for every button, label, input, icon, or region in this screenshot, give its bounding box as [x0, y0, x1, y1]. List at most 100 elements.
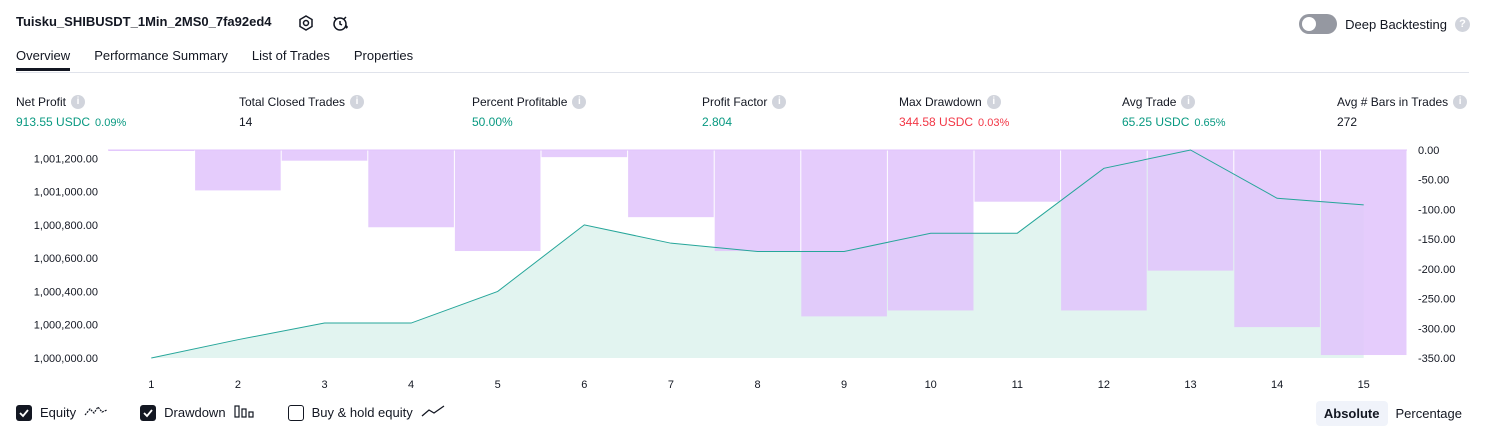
metric-value: 14 [239, 115, 253, 129]
y-left-tick-label: 1,000,800.00 [34, 220, 98, 232]
drawdown-checkbox[interactable] [140, 404, 157, 421]
metric-value: 913.55 USDC [16, 115, 91, 129]
info-icon[interactable]: i [772, 95, 787, 109]
y-right-tick-label: -200.00 [1418, 264, 1455, 276]
help-icon[interactable]: ? [1455, 16, 1470, 32]
metric-label: Total Closed Trades [239, 95, 346, 109]
y-left-tick-label: 1,001,200.00 [34, 153, 98, 165]
drawdown-label: Drawdown [164, 405, 226, 420]
metric-avg-bars-in-trades: Avg # Bars in Trades i 272 [1337, 95, 1468, 129]
x-tick-label: 11 [1012, 379, 1023, 391]
y-left-tick-label: 1,000,600.00 [34, 253, 98, 265]
info-icon[interactable]: i [350, 95, 365, 109]
metric-total-closed-trades: Total Closed Trades i 14 [239, 95, 365, 129]
metric-value: 272 [1337, 115, 1358, 129]
metric-avg-trade: Avg Trade i 65.25 USDC 0.65% [1122, 95, 1226, 129]
x-tick-label: 13 [1184, 379, 1196, 391]
info-icon[interactable]: i [572, 95, 587, 109]
x-tick-label: 10 [925, 379, 937, 391]
info-icon[interactable]: i [1453, 95, 1468, 109]
drawdown-bar [974, 150, 1061, 202]
x-tick-label: 2 [235, 379, 241, 391]
buy-hold-checkbox[interactable] [287, 404, 304, 421]
y-left-tick-label: 1,000,200.00 [34, 320, 98, 332]
legend-equity[interactable]: Equity [16, 404, 108, 421]
tab-overview[interactable]: Overview [16, 48, 71, 71]
drawdown-bar [1320, 150, 1407, 356]
drawdown-bar [1234, 150, 1320, 328]
buy-hold-label: Buy & hold equity [311, 405, 413, 420]
x-tick-label: 15 [1358, 379, 1370, 391]
x-tick-label: 3 [321, 379, 327, 391]
y-right-tick-label: -300.00 [1418, 323, 1455, 335]
metric-label: Avg Trade [1122, 95, 1177, 109]
drawdown-bar [108, 150, 195, 151]
bar-chart-icon [233, 404, 256, 421]
drawdown-bar [1147, 150, 1234, 271]
alarm-clock-icon[interactable] [330, 13, 350, 33]
metric-label: Avg # Bars in Trades [1337, 95, 1449, 109]
percentage-button[interactable]: Percentage [1395, 406, 1463, 421]
tab-properties[interactable]: Properties [353, 48, 414, 63]
deep-backtesting-toggle[interactable] [1299, 14, 1338, 34]
absolute-button[interactable]: Absolute [1315, 401, 1388, 426]
tab-bar: Overview Performance Summary List of Tra… [16, 48, 413, 71]
metric-subvalue: 0.03% [978, 117, 1010, 129]
drawdown-bar [281, 150, 368, 161]
equity-checkbox[interactable] [16, 404, 32, 421]
metric-subvalue: 0.09% [95, 117, 127, 129]
metric-percent-profitable: Percent Profitable i 50.00% [472, 95, 587, 129]
tab-list-of-trades[interactable]: List of Trades [251, 48, 330, 63]
legend-buy-hold[interactable]: Buy & hold equity [287, 404, 445, 421]
y-left-tick-label: 1,001,000.00 [34, 187, 98, 199]
y-right-tick-label: -100.00 [1418, 204, 1455, 216]
deep-backtesting-control: Deep Backtesting ? [1299, 14, 1470, 34]
tab-performance-summary[interactable]: Performance Summary [94, 48, 228, 63]
x-tick-label: 1 [148, 379, 154, 391]
y-left-tick-label: 1,000,000.00 [34, 353, 98, 365]
deep-backtesting-label: Deep Backtesting [1345, 16, 1447, 32]
metric-label: Percent Profitable [472, 95, 568, 109]
metric-value: 344.58 USDC [899, 115, 974, 129]
x-tick-label: 7 [668, 379, 674, 391]
metric-subvalue: 0.65% [1194, 117, 1226, 129]
drawdown-bar [887, 150, 974, 311]
y-right-tick-label: -250.00 [1418, 294, 1455, 306]
y-right-tick-label: -150.00 [1418, 234, 1455, 246]
equity-label: Equity [40, 405, 77, 420]
drawdown-bar [195, 150, 281, 191]
drawdown-bar [1061, 150, 1147, 311]
y-right-tick-label: -350.00 [1418, 353, 1455, 365]
y-right-tick-label: -50.00 [1418, 175, 1449, 187]
x-tick-label: 9 [841, 379, 847, 391]
x-tick-label: 14 [1271, 379, 1283, 391]
chart-legend: Equity Drawdown Buy & hold equity [16, 404, 477, 421]
metric-label: Profit Factor [702, 95, 768, 109]
info-icon[interactable]: i [71, 95, 86, 109]
settings-icon[interactable] [296, 13, 316, 33]
y-right-tick-label: 0.00 [1418, 145, 1439, 157]
x-tick-label: 5 [495, 379, 501, 391]
drawdown-bar [801, 150, 887, 317]
drawdown-bar [628, 150, 714, 218]
metric-value: 65.25 USDC [1122, 115, 1190, 129]
y-left-tick-label: 1,000,400.00 [34, 286, 98, 298]
x-tick-label: 8 [754, 379, 760, 391]
info-icon[interactable]: i [1181, 95, 1196, 109]
strategy-title: Tuisku_SHIBUSDT_1Min_2MS0_7fa92ed4 [16, 14, 272, 29]
metric-label: Max Drawdown [899, 95, 982, 109]
info-icon[interactable]: i [986, 95, 1001, 109]
metric-net-profit: Net Profit i 913.55 USDC 0.09% [16, 95, 126, 129]
drawdown-bar [714, 150, 801, 252]
trend-line-icon [421, 404, 445, 421]
value-mode-switch: Absolute Percentage [1315, 401, 1470, 426]
legend-drawdown[interactable]: Drawdown [140, 404, 255, 421]
tab-divider [16, 72, 1469, 73]
drawdown-bar [454, 150, 541, 252]
equity-line [151, 149, 1364, 359]
equity-line-icon [84, 404, 108, 421]
equity-area [151, 150, 1364, 358]
equity-drawdown-chart: 1,000,000.00 1,000,200.00 1,000,400.00 1,00… [34, 145, 1456, 391]
metric-profit-factor: Profit Factor i 2.804 [702, 95, 787, 129]
metric-label: Net Profit [16, 95, 67, 109]
